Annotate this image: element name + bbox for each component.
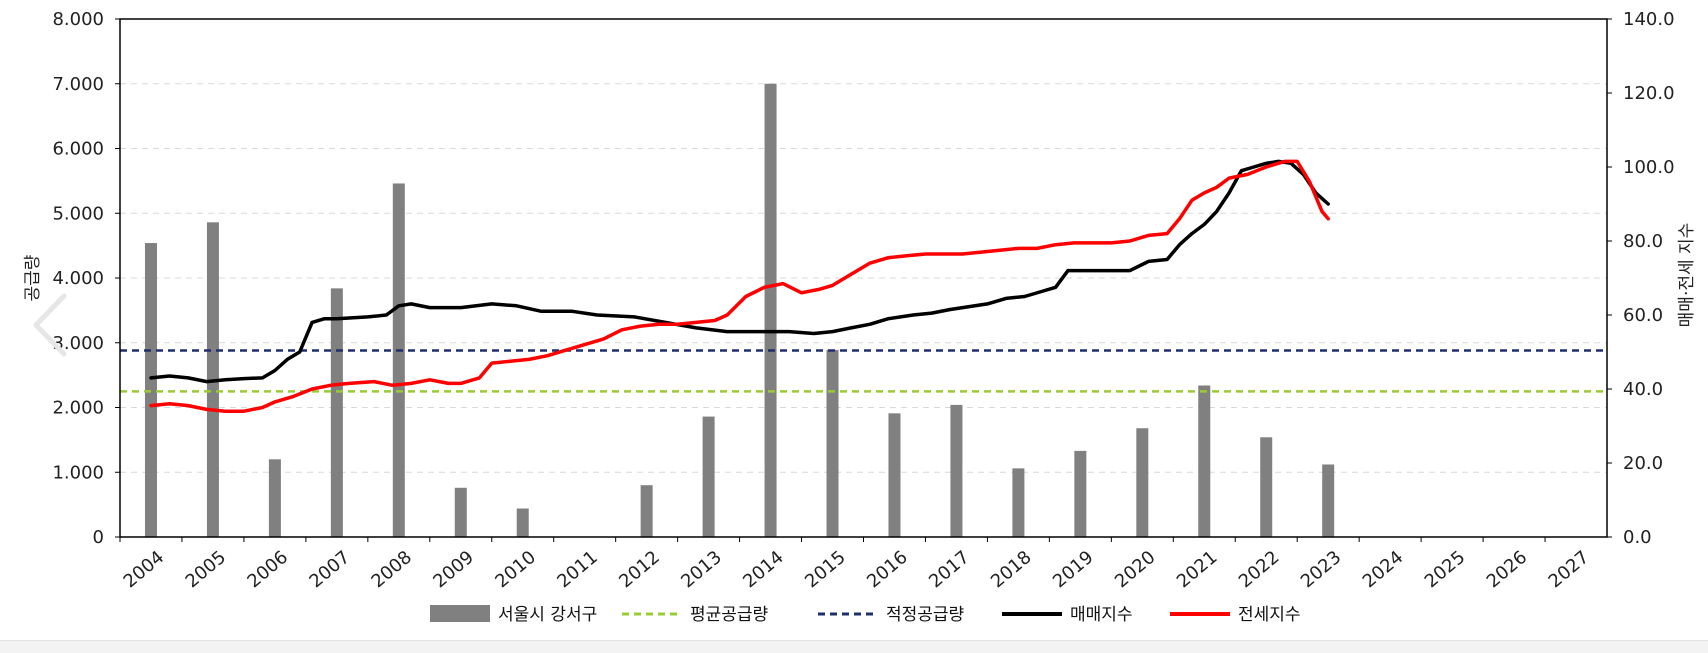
legend-label: 서울시 강서구 [498, 605, 597, 625]
bar-2009 [454, 487, 467, 537]
legend-item-평균공급량: 평균공급량 [622, 605, 769, 625]
right-tick-label: 40.0 [1623, 379, 1663, 400]
left-tick-label: 2.000 [52, 398, 104, 419]
bar-2006 [268, 459, 281, 537]
right-tick-label: 20.0 [1623, 453, 1663, 474]
legend-label: 전세지수 [1238, 605, 1301, 625]
bar-2010 [516, 508, 529, 537]
left-tick-label: 5.000 [52, 203, 104, 224]
x-tick-label: 2007 [305, 547, 354, 593]
right-tick-label: 140.0 [1623, 9, 1675, 30]
legend-label: 적정공급량 [886, 605, 965, 625]
x-tick-label: 2009 [429, 547, 478, 593]
x-tick-label: 2019 [1049, 547, 1098, 593]
left-tick-label: 0 [93, 527, 104, 548]
bar-2019 [1074, 450, 1087, 537]
x-tick-label: 2016 [863, 547, 912, 593]
x-tick-label: 2015 [801, 547, 850, 593]
bar-2017 [950, 404, 963, 537]
x-tick-label: 2022 [1235, 547, 1284, 593]
legend-item-매매지수: 매매지수 [1002, 605, 1133, 625]
x-tick-label: 2018 [987, 547, 1036, 593]
x-tick-label: 2011 [553, 547, 602, 593]
left-tick-label: 3.000 [52, 333, 104, 354]
y-right-axis-title: 매매·전세 지수 [1677, 223, 1697, 328]
left-tick-label: 8.000 [52, 9, 104, 30]
y-left-axis-title: 공급량 [23, 254, 43, 301]
bar-2008 [392, 183, 405, 537]
legend-swatch [430, 605, 490, 622]
legend-item-적정공급량: 적정공급량 [818, 605, 965, 625]
right-tick-label: 120.0 [1623, 83, 1675, 104]
x-tick-label: 2025 [1421, 547, 1470, 593]
x-tick-label: 2013 [677, 547, 726, 593]
x-tick-label: 2005 [182, 547, 231, 593]
bar-2018 [1012, 468, 1025, 537]
bar-2007 [330, 288, 343, 537]
x-tick-label: 2021 [1173, 547, 1222, 593]
bar-2021 [1198, 385, 1211, 537]
legend-item-서울시 강서구: 서울시 강서구 [430, 605, 597, 625]
x-tick-label: 2027 [1545, 547, 1594, 593]
x-tick-label: 2010 [491, 547, 540, 593]
bar-2004 [144, 243, 157, 537]
series-line-매매지수 [149, 159, 1330, 384]
legend-label: 평균공급량 [690, 605, 769, 625]
right-tick-label: 60.0 [1623, 305, 1663, 326]
right-tick-label: 80.0 [1623, 231, 1663, 252]
x-tick-label: 2012 [615, 547, 664, 593]
x-tick-label: 2026 [1483, 547, 1532, 593]
x-tick-label: 2008 [367, 547, 416, 593]
x-tick-label: 2017 [925, 547, 974, 593]
left-tick-label: 6.000 [52, 139, 104, 160]
chevron-left-icon [33, 293, 67, 357]
series-line-전세지수 [149, 159, 1330, 413]
right-tick-label: 0.0 [1623, 527, 1652, 548]
x-tick-label: 2004 [120, 547, 169, 593]
bar-2013 [702, 416, 715, 537]
x-tick-label: 2020 [1111, 547, 1160, 593]
right-tick-label: 100.0 [1623, 157, 1675, 178]
legend-label: 매매지수 [1070, 605, 1133, 625]
x-tick-label: 2024 [1359, 547, 1408, 593]
bar-2014 [764, 83, 777, 537]
bar-2023 [1322, 464, 1335, 537]
bar-2012 [640, 485, 653, 537]
prev-slide-button[interactable] [28, 290, 72, 360]
bar-2020 [1136, 428, 1149, 537]
bar-2022 [1260, 437, 1273, 537]
x-tick-label: 2014 [739, 547, 788, 593]
bottom-strip [0, 640, 1708, 653]
x-tick-label: 2023 [1297, 547, 1346, 593]
bar-2015 [826, 349, 839, 537]
left-tick-label: 4.000 [52, 268, 104, 289]
bar-2016 [888, 413, 901, 537]
left-tick-label: 7.000 [52, 74, 104, 95]
left-tick-label: 1.000 [52, 462, 104, 483]
legend-item-전세지수: 전세지수 [1170, 605, 1301, 625]
x-tick-label: 2006 [244, 547, 293, 593]
